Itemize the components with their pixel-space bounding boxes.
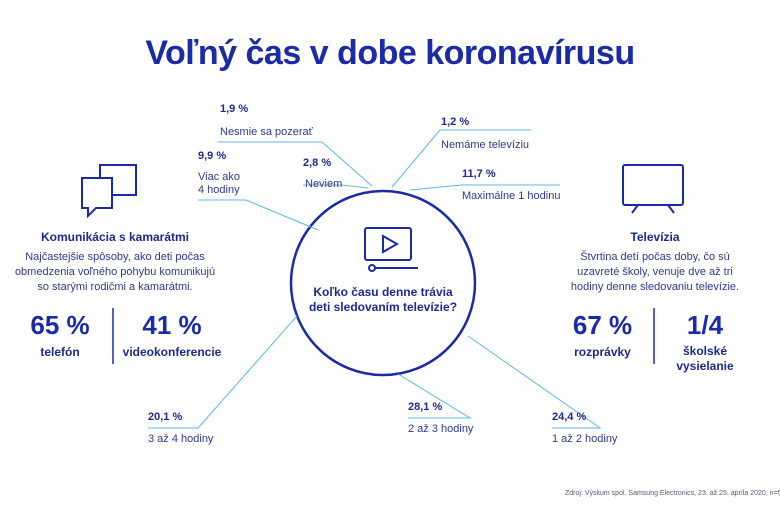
segment-pct: 28,1 % [408,401,443,413]
segment-label: Nemáme televíziu [441,139,530,151]
line-1-2 [391,129,531,188]
page-title: Voľný čas v dobe koronavírusu [145,34,635,72]
line-1-9 [218,141,373,187]
tv-play-icon [364,227,418,272]
center-question: Koľko času denne trávia deti sledovaním … [308,285,458,314]
left-stat1-value: 65 % [30,310,90,340]
segment-pct: 24,4 % [552,411,587,423]
line-24-4 [467,335,602,429]
right-stat2-value: 1/4 [686,310,724,340]
line-20-1 [148,315,298,429]
segment-pct: 2,8 % [303,157,332,169]
segment-label: Neviem [305,178,343,190]
right-stat1-label: rozprávky [574,345,631,359]
left-stat2-label: videokonferencie [122,345,222,359]
right-stat1-value: 67 % [572,310,633,340]
segment-label: Nesmie sa pozerať [220,126,313,138]
source-note: Zdroj: Výskum spol. Samsung Electronics,… [565,490,780,497]
right-stat2-label-line1: školské [682,344,728,358]
connector-lines [148,129,602,429]
segment-label: 2 až 3 hodiny [408,423,474,435]
segment-pct: 20,1 % [148,411,183,423]
segment-pct: 9,9 % [198,150,227,162]
segment-label: Viac ako [198,171,240,183]
segment-pct: 11,7 % [462,168,496,180]
left-heading: Komunikácia s kamarátmi [40,230,190,244]
line-9-9 [198,199,319,231]
segment-label: Maximálne 1 hodinu [462,190,561,202]
left-description: Najčastejšie spôsoby, ako deti počas obm… [14,251,216,293]
segment-pct: 1,9 % [220,103,249,115]
left-stat1-label: telefón [40,345,80,359]
right-heading: Televízia [630,230,680,244]
right-stat2-label-line2: vysielanie [676,359,734,373]
segment-label: 4 hodiny [198,184,240,196]
left-stat2-value: 41 % [142,310,202,340]
center-circle [289,189,477,377]
line-11-7 [409,184,560,191]
tv-icon [622,164,684,214]
line-2-8 [303,184,369,189]
segment-label: 3 až 4 hodiny [148,433,214,445]
segment-pct: 1,2 % [441,116,470,128]
right-description: Štvrtina detí počas doby, čo sú uzavreté… [570,251,740,293]
chat-bubbles-icon [81,164,137,219]
segment-label: 1 až 2 hodiny [552,433,618,445]
line-28-1 [397,373,472,419]
